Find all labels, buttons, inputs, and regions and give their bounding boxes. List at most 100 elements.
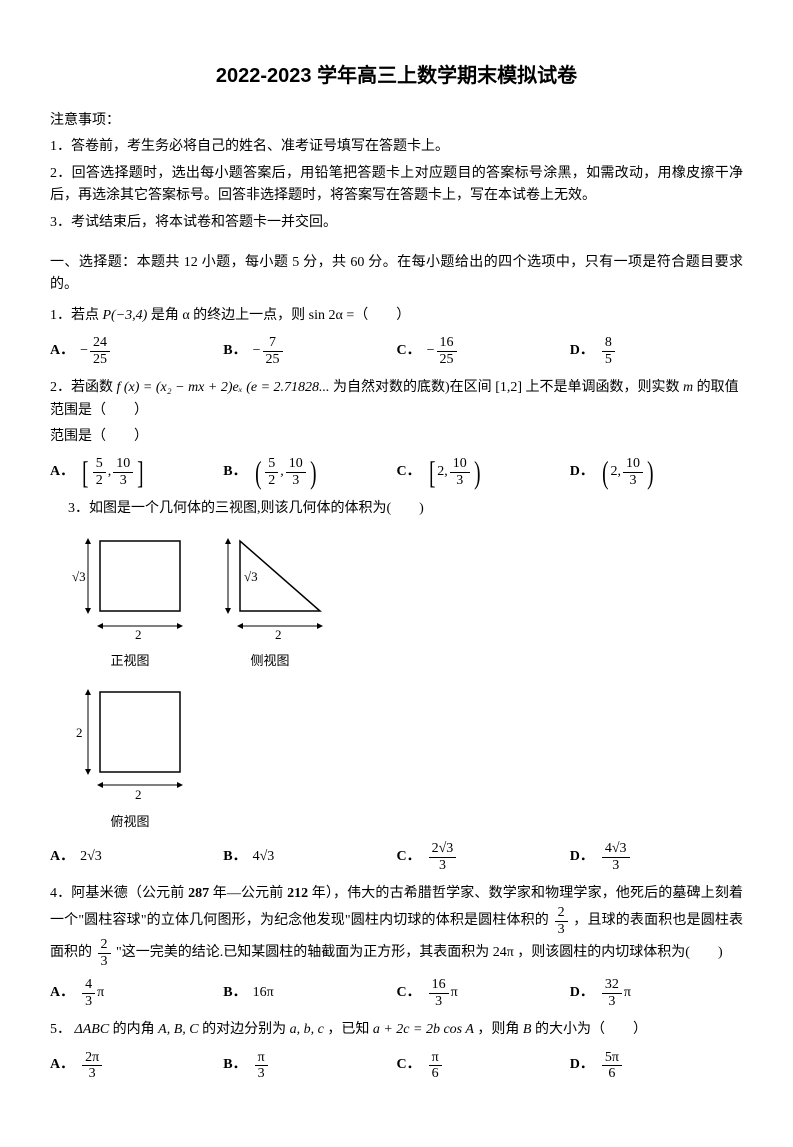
height-label: √3 <box>72 569 86 584</box>
pi: π <box>451 982 458 1004</box>
q5-text-d: ，已知 <box>327 1022 373 1037</box>
front-view-caption: 正视图 <box>70 651 190 672</box>
fraction: π6 <box>429 1050 442 1082</box>
fraction: 2√33 <box>429 841 457 873</box>
option-label: B． <box>223 846 246 868</box>
q2-option-a: A． [ 52 , 103 ] <box>50 454 223 490</box>
fraction: 52 <box>93 456 106 488</box>
q1-option-b: B． − 725 <box>223 333 396 369</box>
fraction: 1625 <box>437 335 457 367</box>
three-view-row-1: √3 2 正视图 √3 2 侧视图 <box>70 531 743 672</box>
option-label: C． <box>397 461 421 483</box>
minus-sign: − <box>80 340 88 362</box>
q4-option-b: B． 16π <box>223 975 396 1011</box>
q4-year-1: 287 <box>188 886 209 901</box>
q3-options: A． 2√3 B． 4√3 C． 2√33 D． 4√33 <box>50 839 743 875</box>
value: 4√3 <box>253 846 275 868</box>
q5-text-e: ，则角 <box>477 1022 523 1037</box>
q2-text-a: 2．若函数 <box>50 380 117 395</box>
comma: , <box>108 461 112 483</box>
option-label: D． <box>570 1054 594 1076</box>
page-title: 2022-2023 学年高三上数学期末模拟试卷 <box>50 60 743 92</box>
fraction: 23 <box>555 905 568 937</box>
q5-equation: a + 2c = 2b cos A <box>373 1022 474 1037</box>
height-label: √3 <box>244 569 258 584</box>
q2-option-b: B． ( 52 , 103 ) <box>223 454 396 490</box>
pi: π <box>97 982 104 1004</box>
q5-option-c: C． π6 <box>397 1047 570 1083</box>
side-view: √3 2 侧视图 <box>210 531 330 672</box>
question-3: 3．如图是一个几何体的三视图,则该几何体的体积为( ) <box>68 498 743 520</box>
q3-option-c: C． 2√33 <box>397 839 570 875</box>
value: 16π <box>253 982 274 1004</box>
q1-options: A． − 2425 B． − 725 C． − 1625 D． 85 <box>50 333 743 369</box>
comma: , <box>444 461 448 483</box>
q3-option-d: D． 4√33 <box>570 839 743 875</box>
q2-options: A． [ 52 , 103 ] B． ( 52 , 103 ) C． [ 2 ,… <box>50 454 743 490</box>
fraction: 103 <box>623 456 643 488</box>
q2-interval: [1,2] <box>495 380 522 395</box>
q1-option-a: A． − 2425 <box>50 333 223 369</box>
option-label: B． <box>223 1054 246 1076</box>
q2-text-b: 为自然对数的底数)在区间 <box>333 380 495 395</box>
option-label: A． <box>50 340 74 362</box>
q2-range-label: 范围是（ ） <box>50 426 743 448</box>
three-view-row-2: 2 2 俯视图 <box>70 682 743 833</box>
minus-sign: − <box>253 340 261 362</box>
notice-item-1: 1．答卷前，考生务必将自己的姓名、准考证号填写在答题卡上。 <box>50 136 743 158</box>
q2-text-c: 上不是单调函数，则实数 <box>526 380 684 395</box>
value: 2√3 <box>80 846 102 868</box>
q5-text-c: 的对边分别为 <box>202 1022 290 1037</box>
q5-abc-lower: a, b, c <box>290 1022 324 1037</box>
question-1: 1．若点 P(−3,4) 是角 α 的终边上一点，则 sin 2α =（ ） <box>50 305 743 327</box>
value: 2 <box>611 461 618 483</box>
q4-options: A． 43 π B． 16π C． 163 π D． 323 π <box>50 975 743 1011</box>
option-label: A． <box>50 461 74 483</box>
paren-right-icon: ) <box>647 456 653 488</box>
paren-left-icon: ( <box>602 456 608 488</box>
q5-option-d: D． 5π6 <box>570 1047 743 1083</box>
option-label: B． <box>223 982 246 1004</box>
notice-item-3: 3．考试结束后，将本试卷和答题卡一并交回。 <box>50 212 743 234</box>
q4-option-c: C． 163 π <box>397 975 570 1011</box>
fraction: 163 <box>429 977 449 1009</box>
option-label: C． <box>397 1054 421 1076</box>
fraction: 43 <box>82 977 95 1009</box>
paren-left-icon: ( <box>255 456 261 488</box>
minus-sign: − <box>427 340 435 362</box>
q5-abc-upper: A, B, C <box>158 1022 198 1037</box>
option-label: C． <box>397 982 421 1004</box>
q2-option-d: D． ( 2 , 103 ) <box>570 454 743 490</box>
bracket-left-icon: [ <box>429 456 435 488</box>
pi: π <box>624 982 631 1004</box>
top-view-caption: 俯视图 <box>70 812 190 833</box>
q4-text-f: ，则该圆柱的内切球体积为( ) <box>517 945 722 960</box>
q2-option-c: C． [ 2 , 103 ) <box>397 454 570 490</box>
comma: , <box>618 461 622 483</box>
front-view: √3 2 正视图 <box>70 531 190 672</box>
fraction: 103 <box>450 456 470 488</box>
bracket-left-icon: [ <box>82 456 88 488</box>
value: 2 <box>437 461 444 483</box>
q4-option-a: A． 43 π <box>50 975 223 1011</box>
notice-heading: 注意事项： <box>50 110 743 132</box>
option-label: D． <box>570 340 594 362</box>
q4-option-d: D． 323 π <box>570 975 743 1011</box>
option-label: D． <box>570 846 594 868</box>
option-label: D． <box>570 461 594 483</box>
fraction: 725 <box>263 335 283 367</box>
front-view-svg: √3 2 <box>70 531 190 641</box>
fraction: 103 <box>286 456 306 488</box>
width-label: 2 <box>135 627 142 641</box>
q1-option-c: C． − 1625 <box>397 333 570 369</box>
fraction: 103 <box>113 456 133 488</box>
option-label: C． <box>397 846 421 868</box>
q5-option-b: B． π3 <box>223 1047 396 1083</box>
q1-text-b: 是角 α 的终边上一点，则 sin 2α =（ ） <box>151 308 410 323</box>
q1-option-d: D． 85 <box>570 333 743 369</box>
q5-angle-b: B <box>523 1022 532 1037</box>
fraction: 5π6 <box>602 1050 622 1082</box>
option-label: A． <box>50 982 74 1004</box>
q4-text-e: "这一完美的结论.已知某圆柱的轴截面为正方形，其表面积为 <box>116 945 493 960</box>
option-label: C． <box>397 340 421 362</box>
